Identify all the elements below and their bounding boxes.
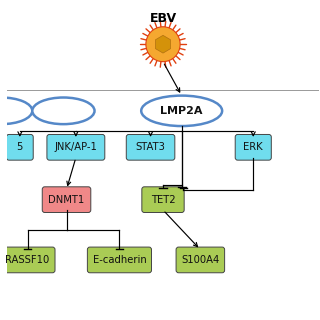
FancyBboxPatch shape bbox=[87, 247, 151, 273]
Ellipse shape bbox=[0, 98, 32, 124]
FancyBboxPatch shape bbox=[47, 134, 105, 160]
Text: DNMT1: DNMT1 bbox=[48, 195, 85, 205]
Text: ERK: ERK bbox=[244, 142, 263, 152]
Text: TET2: TET2 bbox=[151, 195, 175, 205]
Text: STAT3: STAT3 bbox=[136, 142, 165, 152]
Ellipse shape bbox=[141, 96, 222, 126]
Text: E-cadherin: E-cadherin bbox=[92, 255, 146, 265]
FancyBboxPatch shape bbox=[126, 134, 175, 160]
Text: S100A4: S100A4 bbox=[181, 255, 220, 265]
Text: EBV: EBV bbox=[149, 12, 177, 26]
Text: RASSF10: RASSF10 bbox=[5, 255, 50, 265]
Circle shape bbox=[146, 27, 180, 62]
FancyBboxPatch shape bbox=[0, 247, 55, 273]
Text: JNK/AP-1: JNK/AP-1 bbox=[54, 142, 97, 152]
FancyBboxPatch shape bbox=[142, 187, 184, 212]
Ellipse shape bbox=[32, 98, 94, 124]
FancyBboxPatch shape bbox=[6, 134, 33, 160]
Text: LMP2A: LMP2A bbox=[160, 106, 203, 116]
FancyBboxPatch shape bbox=[176, 247, 225, 273]
FancyBboxPatch shape bbox=[235, 134, 271, 160]
Text: 5: 5 bbox=[17, 142, 23, 152]
Polygon shape bbox=[156, 35, 171, 53]
FancyBboxPatch shape bbox=[42, 187, 91, 212]
